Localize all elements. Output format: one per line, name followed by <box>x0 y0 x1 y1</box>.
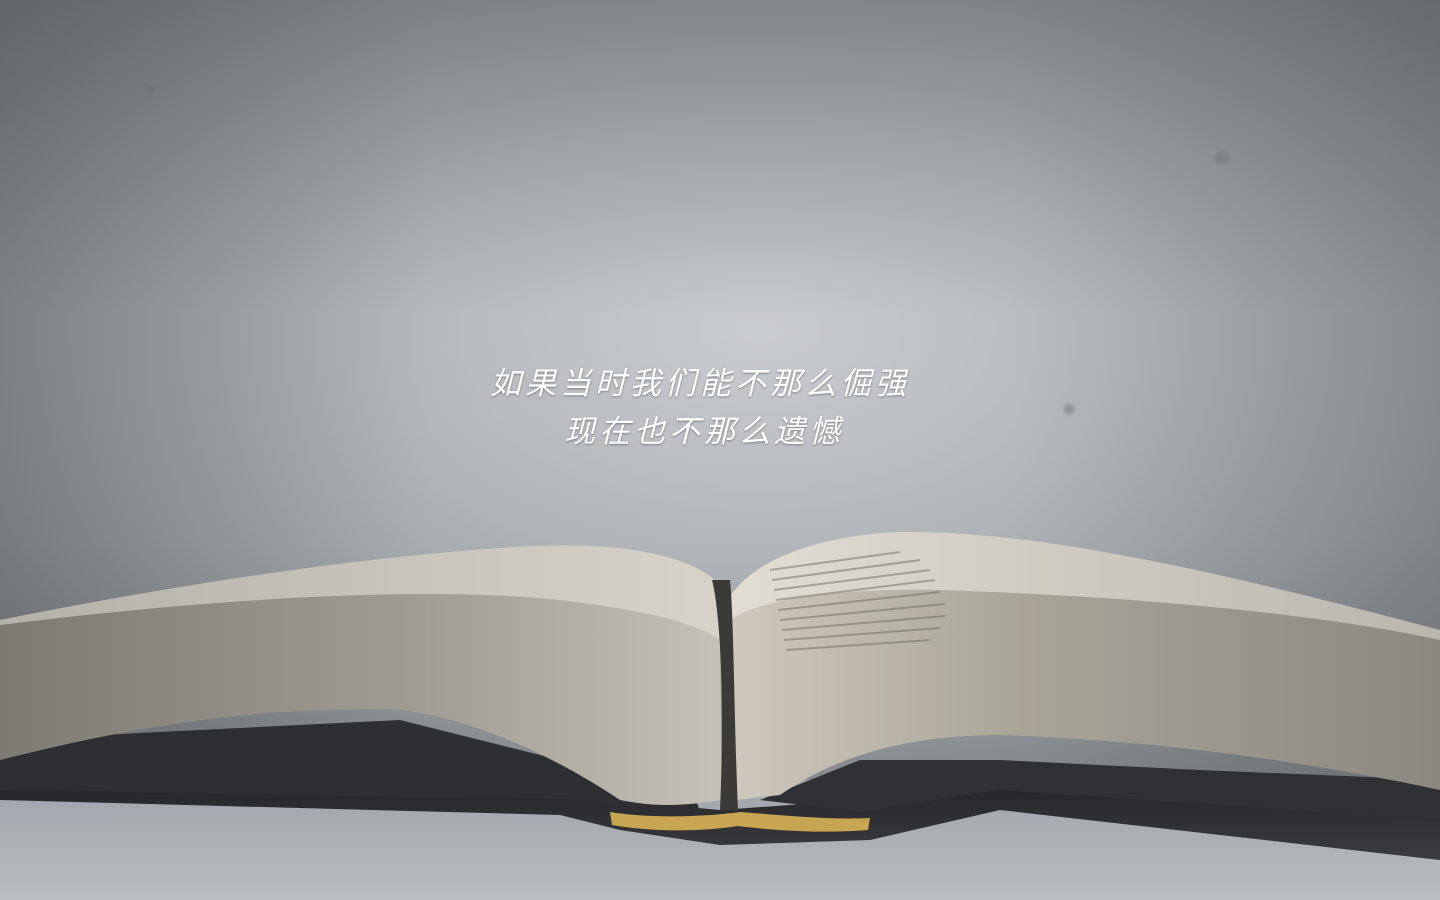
book-spine <box>712 580 738 810</box>
wall-spot <box>1408 122 1413 127</box>
book-headband <box>610 812 870 832</box>
quote-line-2: 现在也不那么遗憾 <box>564 414 844 450</box>
right-page-top <box>728 531 1440 640</box>
right-page-text <box>769 551 946 651</box>
wall-spot <box>1064 404 1074 414</box>
right-page-gap <box>760 760 1440 820</box>
left-page-top <box>0 545 720 640</box>
quote-text: 如果当时我们能不那么倔强 现在也不那么遗憾 <box>0 360 1440 456</box>
wall-spot <box>1214 152 1230 164</box>
left-page-edges <box>0 594 722 805</box>
quote-line-1: 如果当时我们能不那么倔强 <box>490 366 910 402</box>
left-page-gap <box>0 720 700 812</box>
wall-spot <box>148 86 154 92</box>
